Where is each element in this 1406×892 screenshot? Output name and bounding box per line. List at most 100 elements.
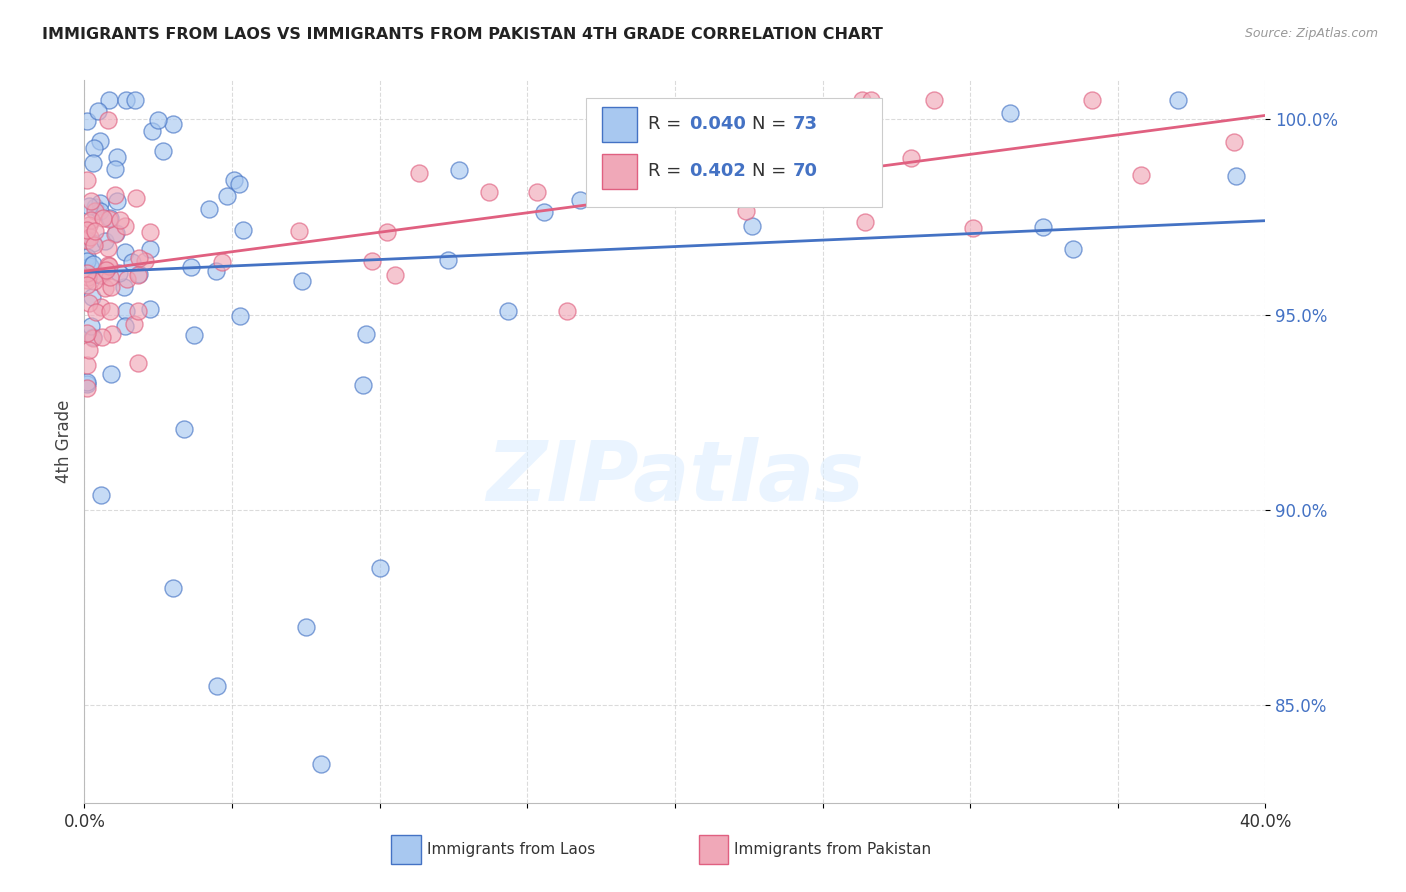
Point (76, 273, 98, 287)
Point (76, 326, 98, 340)
Point (290, 274, 312, 288)
Point (555, 304, 578, 318)
Text: 73: 73 (793, 115, 818, 133)
Text: N =: N = (752, 115, 792, 133)
Point (76, 278, 98, 293)
Point (962, 221, 984, 235)
Text: Immigrants from Laos: Immigrants from Laos (427, 842, 595, 857)
Point (741, 219, 763, 234)
Point (97, 241, 120, 255)
Point (108, 266, 131, 280)
Point (922, 93, 945, 107)
Text: ZIPatlas: ZIPatlas (486, 437, 863, 518)
Point (89, 268, 111, 282)
Point (76, 270, 98, 285)
Point (101, 326, 124, 341)
Point (232, 223, 254, 237)
Point (998, 105, 1021, 120)
Point (93, 211, 115, 226)
Point (90, 488, 112, 502)
Point (104, 187, 127, 202)
Point (139, 242, 162, 256)
Point (80, 318, 103, 333)
Point (76, 250, 98, 264)
Point (82, 330, 104, 344)
Point (96, 263, 118, 277)
Point (84, 203, 107, 218)
Point (82, 156, 104, 170)
Point (1223, 135, 1246, 149)
Point (408, 166, 430, 180)
Point (526, 185, 548, 199)
Point (105, 150, 128, 164)
Point (853, 215, 876, 229)
Point (207, 679, 229, 693)
Point (1081, 93, 1104, 107)
Point (851, 93, 873, 107)
Point (77, 219, 100, 233)
Point (82, 331, 104, 345)
Point (98, 211, 121, 225)
Point (222, 172, 245, 186)
Point (146, 112, 169, 127)
Point (83, 141, 105, 155)
Point (114, 319, 136, 334)
Point (98, 93, 121, 107)
Point (83, 224, 105, 238)
Point (80, 194, 103, 209)
Point (127, 268, 149, 282)
FancyBboxPatch shape (699, 835, 728, 864)
Y-axis label: 4th Grade: 4th Grade (55, 400, 73, 483)
Point (86, 104, 108, 119)
Point (80, 290, 103, 304)
Point (89, 134, 111, 148)
FancyBboxPatch shape (602, 154, 637, 189)
Point (76, 223, 98, 237)
Point (122, 317, 145, 331)
Point (356, 326, 378, 341)
Text: R =: R = (648, 161, 686, 179)
Point (375, 225, 398, 239)
Point (860, 93, 883, 107)
Point (125, 191, 148, 205)
Point (197, 202, 219, 216)
Text: R =: R = (648, 115, 686, 133)
Point (138, 301, 160, 316)
Point (76, 114, 98, 128)
Point (83, 238, 105, 252)
Point (104, 162, 127, 177)
Point (91, 330, 114, 344)
Point (162, 117, 184, 131)
Point (124, 93, 146, 107)
Point (447, 163, 470, 178)
Point (76, 381, 98, 395)
Point (80, 213, 103, 227)
Point (97, 112, 120, 127)
Point (756, 128, 779, 143)
Point (89, 195, 111, 210)
Point (127, 356, 149, 370)
Point (205, 264, 228, 278)
Point (77, 198, 100, 212)
Point (91, 268, 114, 283)
Point (76, 254, 98, 268)
Point (295, 620, 318, 634)
Point (98, 269, 121, 284)
Point (115, 272, 138, 286)
Point (108, 213, 131, 227)
Point (115, 93, 138, 107)
Point (1167, 93, 1189, 107)
Point (384, 268, 406, 282)
Point (309, 756, 332, 771)
Text: Immigrants from Pakistan: Immigrants from Pakistan (734, 842, 931, 857)
Point (1032, 219, 1054, 234)
Point (97, 258, 120, 272)
Point (228, 177, 250, 191)
Point (734, 204, 756, 219)
Point (105, 226, 128, 240)
Point (228, 309, 250, 323)
Point (211, 255, 233, 269)
Point (89, 203, 111, 218)
Text: N =: N = (752, 161, 792, 179)
Point (77, 343, 100, 358)
